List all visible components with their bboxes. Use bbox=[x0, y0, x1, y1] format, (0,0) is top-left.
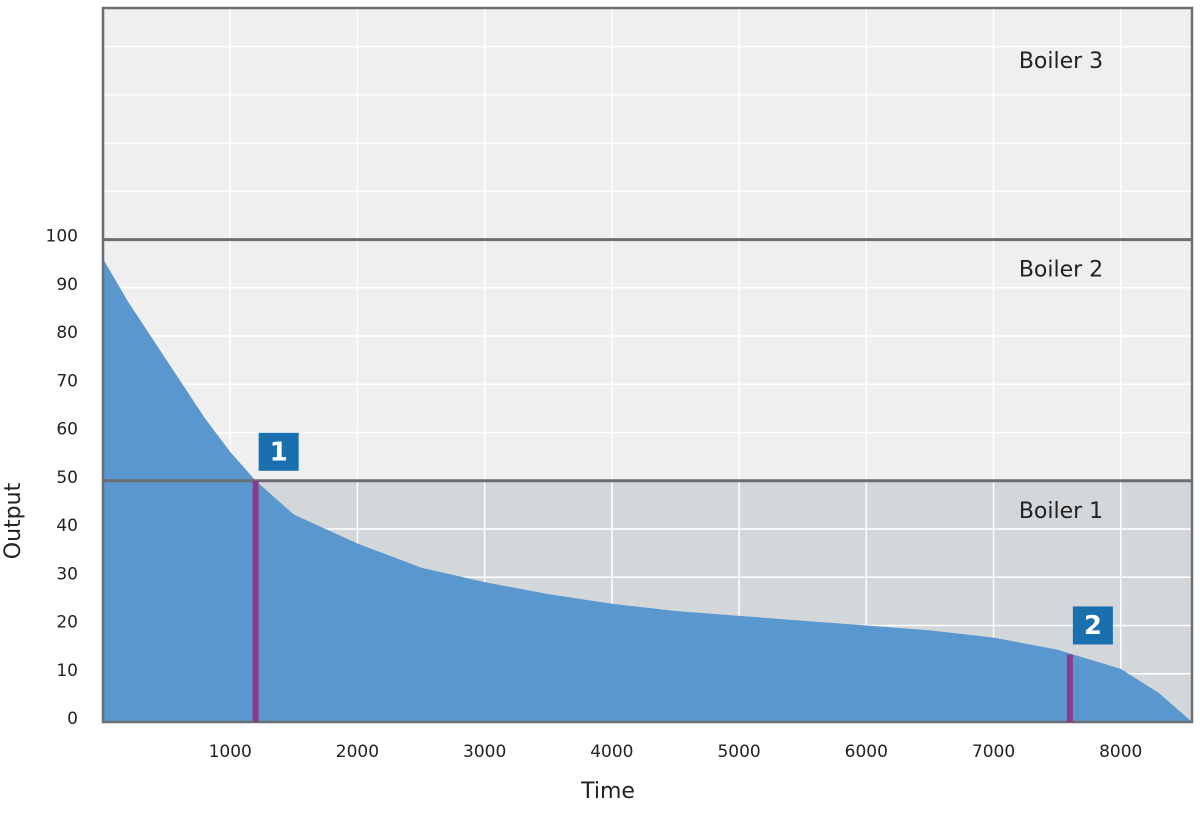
band-label: Boiler 1 bbox=[1019, 499, 1103, 524]
x-tick-label: 1000 bbox=[209, 742, 252, 762]
y-tick-label: 60 bbox=[56, 420, 78, 440]
x-tick-label: 6000 bbox=[845, 742, 888, 762]
x-tick-label: 4000 bbox=[590, 742, 633, 762]
y-tick-label: 30 bbox=[56, 564, 78, 584]
x-axis-title: Time bbox=[580, 779, 635, 804]
y-tick-label: 70 bbox=[56, 371, 78, 391]
x-tick-label: 3000 bbox=[463, 742, 506, 762]
y-tick-label: 20 bbox=[56, 613, 78, 633]
y-tick-label: 40 bbox=[56, 516, 78, 536]
y-tick-label: 100 bbox=[46, 227, 78, 247]
marker-label: 2 bbox=[1084, 611, 1102, 641]
y-tick-label: 90 bbox=[56, 275, 78, 295]
area bbox=[103, 258, 1192, 722]
x-tick-label: 2000 bbox=[336, 742, 379, 762]
marker-badge bbox=[1072, 606, 1113, 645]
band-label: Boiler 2 bbox=[1019, 258, 1103, 283]
marker-badge bbox=[258, 432, 299, 471]
marker-label: 1 bbox=[270, 437, 288, 467]
x-tick-label: 7000 bbox=[972, 742, 1015, 762]
y-tick-label: 80 bbox=[56, 323, 78, 343]
y-axis-title: Output bbox=[1, 482, 26, 559]
x-tick-label: 5000 bbox=[717, 742, 760, 762]
y-tick-label: 50 bbox=[56, 468, 78, 488]
band-label: Boiler 3 bbox=[1019, 49, 1103, 74]
band bbox=[103, 8, 1192, 240]
y-tick-label: 0 bbox=[67, 709, 78, 729]
x-tick-label: 8000 bbox=[1099, 742, 1142, 762]
y-tick-label: 10 bbox=[56, 661, 78, 681]
plot-frame bbox=[101, 6, 1194, 724]
